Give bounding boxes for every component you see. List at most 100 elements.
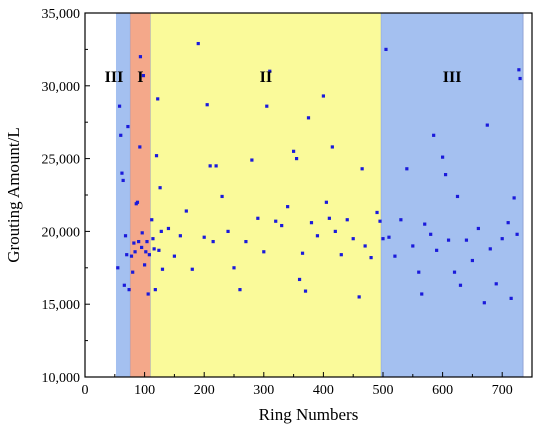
- data-point: [339, 253, 343, 257]
- region-band-0: [115, 13, 131, 377]
- data-point: [378, 219, 382, 223]
- data-point: [147, 253, 151, 257]
- data-point: [140, 231, 144, 235]
- data-point: [512, 196, 516, 200]
- data-point: [443, 173, 448, 177]
- data-point: [360, 167, 364, 171]
- data-point: [220, 194, 224, 199]
- data-point: [381, 237, 385, 241]
- data-points: [116, 41, 522, 305]
- data-point: [494, 282, 498, 286]
- data-point: [226, 229, 230, 233]
- data-point: [151, 237, 155, 241]
- x-tick-label: 600: [432, 383, 453, 398]
- region-label-2: II: [260, 69, 272, 86]
- x-tick-label: 200: [194, 383, 215, 398]
- data-point: [387, 235, 391, 239]
- data-point: [294, 157, 299, 161]
- data-point: [160, 267, 165, 271]
- data-point: [166, 226, 171, 231]
- data-point: [131, 270, 135, 274]
- data-point: [211, 239, 215, 244]
- data-point: [324, 200, 328, 204]
- data-point: [196, 41, 200, 46]
- data-point: [518, 76, 522, 81]
- data-point: [292, 149, 296, 153]
- data-point: [132, 241, 136, 245]
- data-point: [309, 221, 314, 225]
- data-point: [120, 171, 124, 175]
- data-point: [144, 250, 148, 254]
- data-point: [135, 200, 140, 204]
- data-point: [458, 283, 463, 287]
- data-point: [250, 158, 254, 162]
- data-point: [116, 266, 120, 270]
- data-point: [321, 94, 325, 98]
- data-point: [357, 295, 361, 299]
- data-point: [384, 47, 388, 51]
- data-point: [488, 247, 492, 251]
- region-band-1: [130, 13, 151, 377]
- data-point: [375, 210, 379, 215]
- y-tick-label: 30,000: [42, 80, 81, 95]
- data-point: [485, 123, 489, 127]
- data-point: [500, 237, 504, 241]
- data-point: [129, 254, 134, 258]
- data-point: [411, 244, 415, 248]
- data-point: [159, 229, 163, 233]
- data-point: [127, 288, 131, 292]
- data-point: [140, 245, 144, 250]
- data-point: [441, 155, 445, 159]
- data-point: [306, 116, 311, 120]
- data-point: [145, 239, 149, 244]
- data-point: [369, 256, 373, 260]
- region-bands: [115, 13, 524, 377]
- data-point: [156, 97, 160, 101]
- data-point: [117, 104, 122, 108]
- data-point: [133, 250, 137, 254]
- data-point: [158, 186, 162, 190]
- data-point: [178, 234, 182, 238]
- y-tick-label: 20,000: [42, 225, 81, 240]
- data-point: [125, 253, 129, 257]
- data-point: [232, 266, 236, 270]
- data-point: [256, 216, 260, 220]
- data-point: [137, 239, 141, 244]
- data-point: [202, 235, 206, 239]
- data-point: [470, 258, 474, 263]
- data-point: [141, 74, 146, 78]
- data-point: [303, 289, 308, 293]
- data-point: [244, 239, 248, 244]
- data-point: [138, 55, 143, 59]
- data-point: [417, 270, 421, 274]
- data-point: [154, 154, 159, 158]
- data-point: [476, 226, 480, 231]
- region-labels: III I II III: [105, 69, 462, 86]
- data-point: [122, 283, 126, 287]
- y-tick-label: 10,000: [42, 371, 81, 386]
- data-point: [214, 164, 218, 168]
- region-band-3: [381, 13, 524, 377]
- data-point: [452, 270, 457, 274]
- data-point: [446, 238, 451, 242]
- data-point: [420, 292, 424, 296]
- data-point: [393, 254, 397, 258]
- x-tick-label: 700: [492, 383, 513, 398]
- data-point: [150, 218, 154, 222]
- data-point: [517, 68, 521, 72]
- data-point: [157, 248, 161, 252]
- data-point: [429, 232, 433, 236]
- data-point: [274, 219, 278, 223]
- data-point: [300, 251, 305, 255]
- data-point: [205, 103, 209, 107]
- data-point: [351, 237, 355, 241]
- data-point: [153, 288, 157, 292]
- data-point: [330, 145, 334, 149]
- y-tick-label: 25,000: [42, 153, 81, 168]
- region-band-2: [150, 13, 382, 377]
- data-point: [333, 229, 337, 233]
- x-tick-label: 400: [313, 383, 334, 398]
- y-tick-label: 15,000: [42, 298, 81, 313]
- data-point: [123, 234, 128, 238]
- x-axis-ticks: 0 100 200 300 400 500 600 700: [82, 372, 513, 398]
